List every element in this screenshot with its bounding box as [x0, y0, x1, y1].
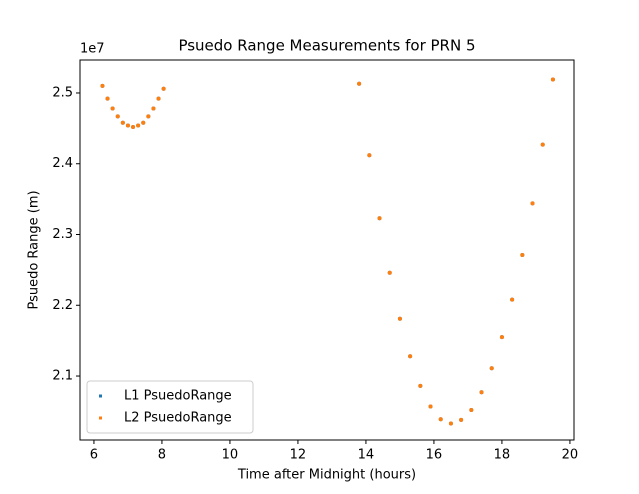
scatter-point	[387, 270, 392, 275]
y-axis-label: Psuedo Range (m)	[27, 190, 42, 309]
x-tick-label: 16	[426, 448, 443, 463]
x-tick-label: 6	[90, 448, 98, 463]
scatter-point	[100, 83, 105, 88]
y-tick-label: 2.2	[52, 298, 73, 313]
scatter-point	[141, 120, 146, 125]
x-axis-label: Time after Midnight (hours)	[237, 468, 416, 483]
scatter-point	[156, 96, 161, 101]
x-tick-label: 20	[562, 448, 579, 463]
y-tick-label: 2.3	[52, 227, 73, 242]
x-tick-label: 14	[358, 448, 375, 463]
scatter-point	[105, 96, 110, 101]
scatter-point	[489, 366, 494, 371]
legend-marker	[99, 394, 102, 398]
scatter-point	[136, 123, 141, 128]
scatter-point	[161, 86, 166, 91]
scatter-point	[110, 106, 115, 111]
scatter-point	[377, 216, 382, 221]
scatter-point	[540, 142, 545, 147]
scatter-point	[357, 81, 362, 86]
scatter-point	[120, 120, 125, 125]
legend-box	[86, 380, 254, 434]
scatter-point	[520, 253, 525, 258]
scatter-point	[459, 417, 464, 422]
y-tick-label: 2.4	[52, 156, 73, 171]
legend-label: L2 PsuedoRange	[124, 411, 232, 426]
legend-marker	[99, 416, 102, 420]
scatter-point	[428, 404, 433, 409]
scatter-point	[479, 390, 484, 395]
scatter-point	[469, 407, 474, 412]
y-offset-text: 1e7	[80, 42, 105, 57]
scatter-point	[131, 124, 136, 129]
scatter-point	[367, 153, 372, 158]
scatter-point	[448, 421, 453, 426]
scatter-point	[530, 201, 535, 206]
y-tick-label: 2.5	[52, 85, 73, 100]
scatter-point	[418, 383, 423, 388]
x-tick-label: 8	[158, 448, 166, 463]
scatter-point	[510, 297, 515, 302]
scatter-point	[397, 316, 402, 321]
scatter-point	[146, 114, 151, 119]
scatter-point	[550, 77, 555, 82]
legend-label: L1 PsuedoRange	[124, 389, 232, 404]
scatter-point	[151, 106, 156, 111]
chart-title: Psuedo Range Measurements for PRN 5	[178, 37, 475, 55]
x-tick-label: 18	[494, 448, 511, 463]
scatter-point	[115, 114, 120, 119]
scatter-point	[408, 354, 413, 359]
plot-frame	[79, 59, 575, 441]
x-tick-label: 10	[222, 448, 239, 463]
y-tick-label: 2.1	[52, 369, 73, 384]
x-tick-label: 12	[290, 448, 307, 463]
scatter-point	[438, 417, 443, 422]
scatter-point	[125, 123, 130, 128]
scatter-point	[499, 335, 504, 340]
